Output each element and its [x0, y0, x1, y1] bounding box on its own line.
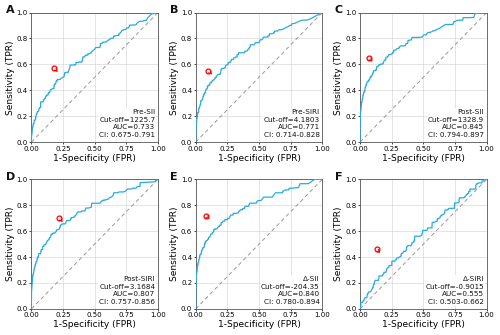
- X-axis label: 1-Specificity (FPR): 1-Specificity (FPR): [218, 154, 300, 162]
- Y-axis label: Sensitivity (TPR): Sensitivity (TPR): [170, 207, 179, 281]
- Text: C: C: [335, 5, 343, 15]
- Text: Δ-SII
Cut-off=-204.35
AUC=0.840
CI: 0.780-0.894: Δ-SII Cut-off=-204.35 AUC=0.840 CI: 0.78…: [261, 276, 320, 305]
- X-axis label: 1-Specificity (FPR): 1-Specificity (FPR): [218, 321, 300, 329]
- Text: B: B: [170, 5, 179, 15]
- Text: Δ-SIRI
Cut-off=-0.9015
AUC=0.555
CI: 0.503-0.662: Δ-SIRI Cut-off=-0.9015 AUC=0.555 CI: 0.5…: [426, 276, 484, 305]
- X-axis label: 1-Specificity (FPR): 1-Specificity (FPR): [382, 321, 465, 329]
- Text: D: D: [6, 172, 16, 182]
- Y-axis label: Sensitivity (TPR): Sensitivity (TPR): [334, 207, 344, 281]
- X-axis label: 1-Specificity (FPR): 1-Specificity (FPR): [53, 321, 136, 329]
- Text: F: F: [335, 172, 342, 182]
- Text: A: A: [6, 5, 14, 15]
- Y-axis label: Sensitivity (TPR): Sensitivity (TPR): [334, 40, 344, 115]
- Text: Pre-SIRI
Cut-off=4.1803
AUC=0.771
CI: 0.714-0.828: Pre-SIRI Cut-off=4.1803 AUC=0.771 CI: 0.…: [264, 109, 320, 138]
- X-axis label: 1-Specificity (FPR): 1-Specificity (FPR): [53, 154, 136, 162]
- Y-axis label: Sensitivity (TPR): Sensitivity (TPR): [6, 40, 15, 115]
- Y-axis label: Sensitivity (TPR): Sensitivity (TPR): [170, 40, 179, 115]
- Text: Post-SIRI
Cut-off=3.1684
AUC=0.807
CI: 0.757-0.856: Post-SIRI Cut-off=3.1684 AUC=0.807 CI: 0…: [99, 276, 156, 305]
- Y-axis label: Sensitivity (TPR): Sensitivity (TPR): [6, 207, 15, 281]
- Text: E: E: [170, 172, 178, 182]
- Text: Post-SII
Cut-off=1328.9
AUC=0.845
CI: 0.794-0.897: Post-SII Cut-off=1328.9 AUC=0.845 CI: 0.…: [428, 109, 484, 138]
- Text: Pre-SII
Cut-off=1225.7
AUC=0.733
CI: 0.675-0.791: Pre-SII Cut-off=1225.7 AUC=0.733 CI: 0.6…: [99, 109, 156, 138]
- X-axis label: 1-Specificity (FPR): 1-Specificity (FPR): [382, 154, 465, 162]
